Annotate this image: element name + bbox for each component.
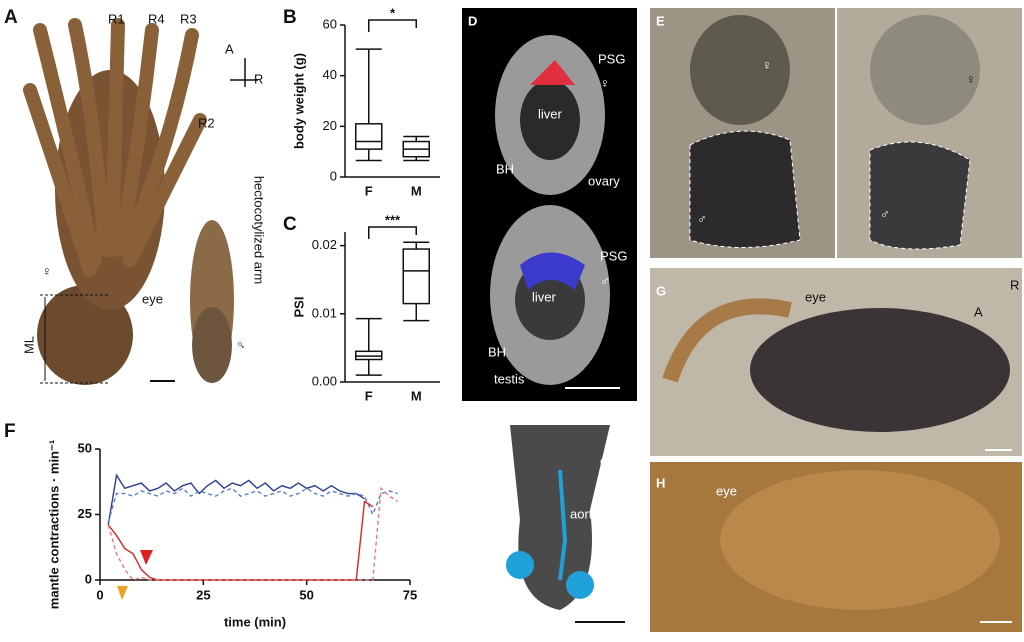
panel-letter: D [468,13,477,28]
y-tick-label: 25 [78,506,92,521]
panel-letter: F [4,421,16,442]
label: hectocotylized arm [252,176,267,284]
label: liver [538,106,563,121]
label: ♀ [600,75,610,90]
y-tick-label: 20 [323,118,337,133]
label: aorta [570,506,600,521]
label: R4 [148,11,165,26]
label: BH [580,605,598,620]
label: eye [805,289,826,304]
label: ♀ [966,71,976,86]
label: PSG [600,248,627,263]
x-tick-label: 50 [299,587,313,602]
panel-letter: B [283,7,297,28]
series-line [107,487,398,523]
arrow [117,586,128,600]
photo-a [23,18,258,385]
label: ♂ [600,273,610,288]
label: liver [532,289,557,304]
arrow [140,550,153,565]
significance: * [390,5,396,20]
label: ML [21,336,36,354]
label: A [225,41,234,56]
y-tick-label: 40 [323,67,337,82]
panel-letter: C [283,214,297,235]
x-tick-label: M [411,183,422,198]
label: ♂ [880,206,890,221]
label: eye [600,453,621,468]
label: eye [716,483,737,498]
x-tick-label: 0 [96,587,103,602]
x-tick-label: 75 [403,587,417,602]
label: testis [494,371,525,386]
label: ♂ [697,211,707,226]
y-tick-label: 50 [78,440,92,455]
label: ♀ [762,57,772,72]
y-axis-label: body weight (g) [291,53,306,149]
label: R [1010,277,1019,292]
label: BH [496,161,514,176]
y-axis-label: PSI [291,297,306,318]
panel-letter: H [656,475,665,490]
y-axis-label: mantle contractions · min⁻¹ [46,440,61,609]
significance-bracket [368,19,417,32]
panel-letter: E [656,13,665,28]
x-axis-label: time (min) [224,614,286,629]
label: R2 [198,115,215,130]
label: PSG [598,51,625,66]
y-tick-label: 0.01 [312,305,337,320]
x-tick-label: 25 [196,587,210,602]
panel-letter: I [468,423,472,438]
label: ♂ [234,340,249,350]
x-tick-label: F [365,183,373,198]
y-tick-label: 0 [85,571,92,586]
significance-bracket [368,226,417,239]
y-tick-label: 0 [330,168,337,183]
box [402,248,430,305]
label: ♀ [42,263,52,278]
y-tick-label: 0.00 [312,373,337,388]
box [355,123,383,150]
significance: *** [385,212,401,227]
x-tick-label: F [365,388,373,403]
panel-letter: G [656,283,666,298]
panel-letter: A [4,7,18,28]
label: BH [488,344,506,359]
label: ovary [588,173,620,188]
label: R3 [180,11,197,26]
x-tick-label: M [411,388,422,403]
label: R [254,71,263,86]
series-line [107,500,374,581]
series-line [107,486,398,581]
y-tick-label: 0.02 [312,237,337,252]
label: eye [142,291,163,306]
label: R1 [108,11,125,26]
y-tick-label: 60 [323,16,337,31]
series-line [107,473,365,526]
label: A [974,304,983,319]
